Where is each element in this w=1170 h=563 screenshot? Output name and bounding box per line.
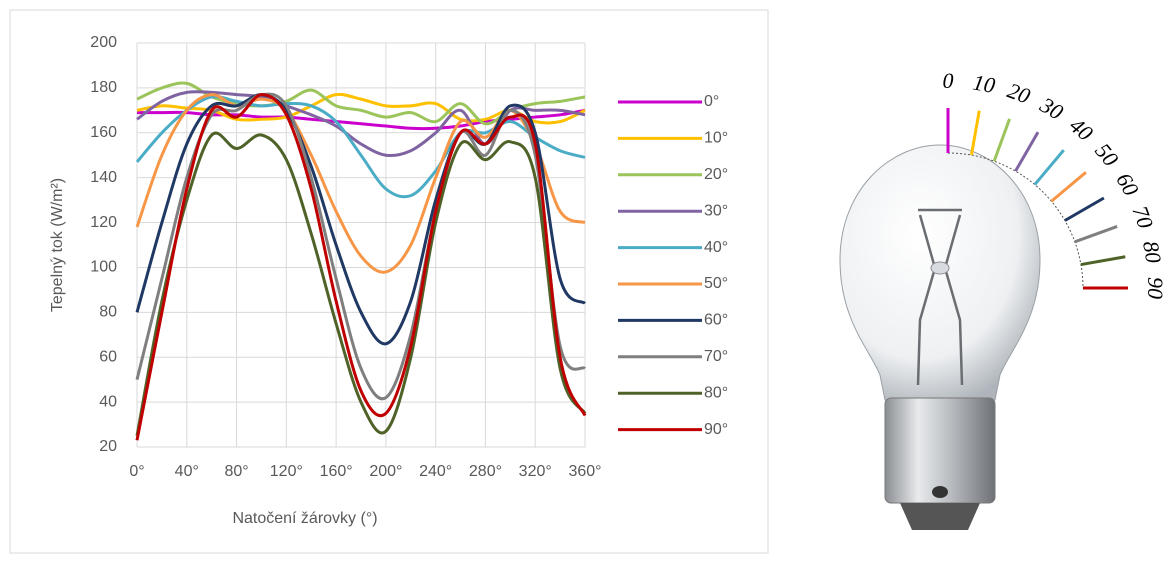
- legend-label: 50°: [704, 275, 728, 292]
- scale-arc: [947, 152, 1084, 289]
- x-tick-label: 40°: [175, 463, 199, 480]
- y-tick-label: 20: [99, 438, 117, 455]
- scale-tick: [1074, 225, 1118, 244]
- y-tick-label: 180: [90, 79, 117, 96]
- scale-tick: [1080, 255, 1126, 267]
- scale-tick: [1050, 171, 1087, 203]
- legend-label: 0°: [704, 93, 719, 110]
- x-tick-label: 240°: [419, 463, 452, 480]
- y-tick-label: 200: [90, 34, 117, 51]
- x-tick-label: 200°: [369, 463, 402, 480]
- legend-label: 80°: [704, 384, 728, 401]
- scale-label: 40: [1065, 112, 1098, 145]
- legend-label: 20°: [704, 166, 728, 183]
- x-tick-label: 160°: [320, 463, 353, 480]
- scale-tick: [969, 110, 981, 156]
- x-tick-label: 0°: [129, 463, 144, 480]
- series-line: [135, 93, 587, 441]
- x-tick-label: 360°: [568, 463, 601, 480]
- y-tick-label: 160: [90, 124, 117, 141]
- x-tick-label: 280°: [469, 463, 502, 480]
- legend-label: 10°: [704, 130, 728, 147]
- x-axis-title: Natočení žárovky (°): [232, 510, 377, 527]
- legend-label: 40°: [704, 239, 728, 256]
- y-axis-title: Tepelný tok (W/m²): [49, 178, 66, 312]
- scale-label: 30: [1035, 92, 1067, 125]
- y-tick-label: 80: [99, 304, 117, 321]
- legend-label: 90°: [704, 421, 728, 438]
- scale-label: 80: [1138, 239, 1166, 265]
- scale-label: 90: [1143, 277, 1168, 299]
- x-tick-label: 120°: [270, 463, 303, 480]
- y-tick-label: 120: [90, 214, 117, 231]
- legend-label: 60°: [704, 312, 728, 329]
- y-tick-label: 40: [99, 393, 117, 410]
- scale-label: 70: [1127, 202, 1158, 231]
- scale-tick: [992, 118, 1011, 162]
- series-line: [135, 93, 587, 346]
- bulb: [839, 144, 1041, 530]
- y-tick-label: 140: [90, 169, 117, 186]
- legend-label: 30°: [704, 202, 728, 219]
- legend-label: 70°: [704, 348, 728, 365]
- series-line: [135, 131, 587, 437]
- scale-tick: [1014, 131, 1040, 172]
- y-tick-label: 60: [99, 348, 117, 365]
- scale-tick: [1033, 149, 1065, 186]
- scale-tick: [1064, 196, 1105, 222]
- series-line: [135, 95, 586, 199]
- y-tick-label: 100: [90, 259, 117, 276]
- x-tick-label: 320°: [519, 463, 552, 480]
- scale-label: 0: [943, 68, 954, 93]
- scale-label: 60: [1111, 168, 1144, 200]
- scale-label: 10: [971, 69, 997, 97]
- scale-label: 20: [1004, 78, 1033, 109]
- x-tick-label: 80°: [224, 463, 248, 480]
- scale-label: 50: [1090, 138, 1123, 171]
